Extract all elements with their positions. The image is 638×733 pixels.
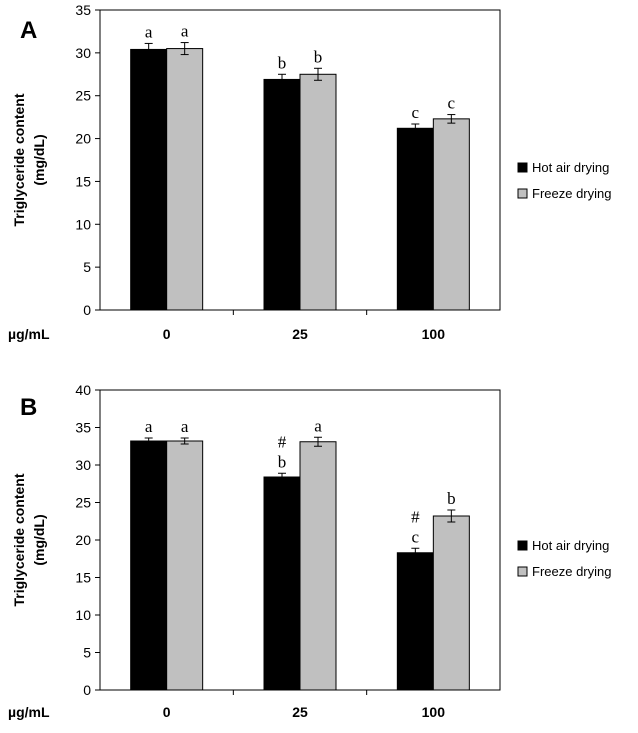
panel-label: A xyxy=(20,17,37,44)
legend: Hot air drying Freeze drying xyxy=(517,538,611,579)
y-tick-label: 40 xyxy=(75,382,91,398)
x-tick-label: 25 xyxy=(292,326,308,342)
significance-label: a xyxy=(145,417,153,436)
significance-mark: # xyxy=(278,432,287,451)
bar xyxy=(130,440,168,691)
legend-label: Hot air drying xyxy=(532,538,609,553)
y-tick-label: 30 xyxy=(75,45,91,61)
significance-label: c xyxy=(412,527,420,546)
y-tick-label: 30 xyxy=(75,457,91,473)
panel-a: A 0 5 10 15 20 25 30 35 Triglyceride content (mg/d… xyxy=(8,2,611,342)
y-axis-label: Triglyceride content xyxy=(11,473,27,606)
legend-swatch xyxy=(517,540,528,551)
legend: Hot air drying Freeze drying xyxy=(517,160,611,201)
bar xyxy=(166,48,204,311)
y-axis-label: (mg/dL) xyxy=(31,134,47,185)
x-tick-label: 0 xyxy=(163,704,171,720)
bar xyxy=(263,78,301,311)
bar xyxy=(432,118,470,311)
significance-label: a xyxy=(145,22,153,41)
y-tick-label: 15 xyxy=(75,173,91,189)
significance-mark: # xyxy=(411,507,420,526)
bar xyxy=(396,127,434,311)
bar xyxy=(396,552,434,691)
significance-label: b xyxy=(314,47,323,66)
legend-swatch xyxy=(517,162,528,173)
x-tick-label: 100 xyxy=(422,704,446,720)
significance-label: b xyxy=(278,53,287,72)
legend-swatch xyxy=(517,566,528,577)
panel-label: B xyxy=(20,394,37,421)
x-unit-label: µg/mL xyxy=(8,326,50,342)
bar xyxy=(299,441,337,691)
significance-label: a xyxy=(181,22,189,41)
legend-label: Freeze drying xyxy=(532,564,611,579)
y-tick-label: 10 xyxy=(75,216,91,232)
legend-swatch xyxy=(517,188,528,199)
y-tick-label: 5 xyxy=(83,259,91,275)
bar xyxy=(166,440,204,691)
y-tick-label: 5 xyxy=(83,645,91,661)
y-tick-label: 25 xyxy=(75,88,91,104)
y-axis-label: (mg/dL) xyxy=(31,514,47,565)
x-tick-label: 25 xyxy=(292,704,308,720)
x-tick-label: 100 xyxy=(422,326,446,342)
bar xyxy=(299,73,337,311)
y-tick-label: 0 xyxy=(83,302,91,318)
y-tick-label: 20 xyxy=(75,532,91,548)
legend-label: Freeze drying xyxy=(532,186,611,201)
y-axis-label: Triglyceride content xyxy=(11,93,27,226)
significance-label: b xyxy=(278,452,287,471)
bar xyxy=(432,515,470,691)
significance-label: c xyxy=(412,103,420,122)
y-tick-label: 10 xyxy=(75,607,91,623)
legend-label: Hot air drying xyxy=(532,160,609,175)
y-tick-label: 25 xyxy=(75,495,91,511)
y-tick-label: 20 xyxy=(75,131,91,147)
y-tick-label: 35 xyxy=(75,420,91,436)
bar xyxy=(130,48,168,311)
significance-label: a xyxy=(314,416,322,435)
y-tick-label: 15 xyxy=(75,570,91,586)
y-tick-label: 0 xyxy=(83,682,91,698)
x-unit-label: µg/mL xyxy=(8,704,50,720)
bar xyxy=(263,476,301,691)
panel-b: B 0 5 10 15 20 25 30 35 40 Triglyceride content (mg… xyxy=(8,382,611,720)
x-tick-label: 0 xyxy=(163,326,171,342)
significance-label: c xyxy=(448,94,456,113)
significance-label: b xyxy=(447,489,456,508)
y-tick-label: 35 xyxy=(75,2,91,18)
significance-label: a xyxy=(181,417,189,436)
